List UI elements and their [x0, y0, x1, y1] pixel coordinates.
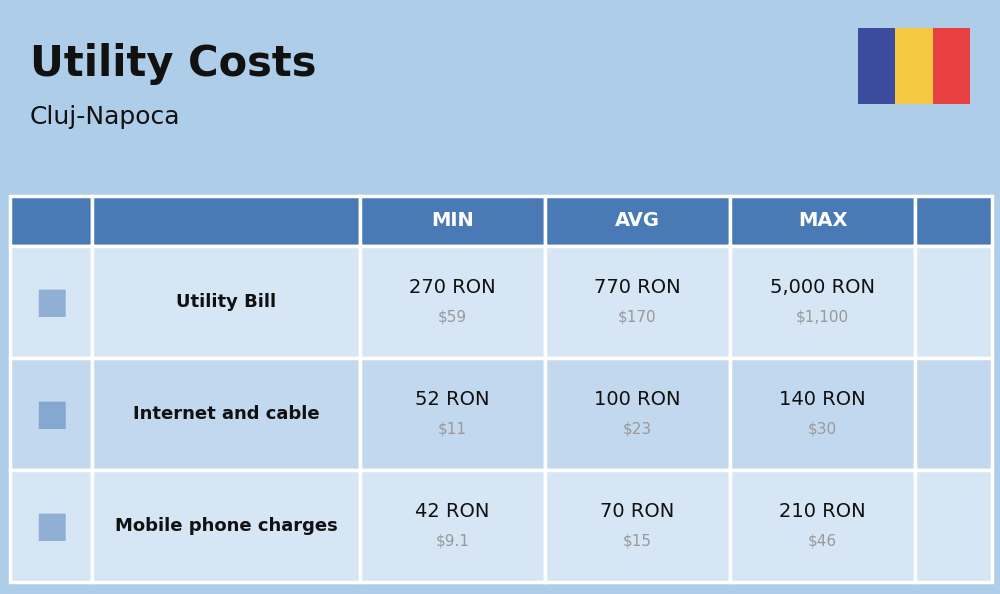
Bar — [933, 28, 970, 104]
Text: Utility Costs: Utility Costs — [30, 43, 316, 85]
Text: 770 RON: 770 RON — [594, 278, 681, 297]
Text: $11: $11 — [438, 421, 467, 436]
Bar — [545, 196, 730, 246]
Text: $9.1: $9.1 — [436, 533, 470, 548]
Bar — [915, 470, 992, 582]
Text: ◼: ◼ — [34, 281, 68, 323]
Text: Utility Bill: Utility Bill — [176, 293, 276, 311]
Bar — [360, 196, 545, 246]
Bar — [360, 246, 545, 358]
Bar — [92, 246, 360, 358]
Bar — [360, 470, 545, 582]
Text: Mobile phone charges: Mobile phone charges — [115, 517, 337, 535]
Text: Internet and cable: Internet and cable — [133, 405, 319, 423]
Bar — [360, 358, 545, 470]
Text: MIN: MIN — [431, 211, 474, 230]
Text: 270 RON: 270 RON — [409, 278, 496, 297]
Text: $46: $46 — [808, 533, 837, 548]
Text: 100 RON: 100 RON — [594, 390, 681, 409]
Text: $23: $23 — [623, 421, 652, 436]
Bar — [858, 28, 895, 104]
Bar — [730, 358, 915, 470]
Bar — [10, 470, 92, 582]
Text: Cluj-Napoca: Cluj-Napoca — [30, 105, 180, 129]
Bar — [92, 196, 360, 246]
Text: MAX: MAX — [798, 211, 847, 230]
Bar — [895, 28, 933, 104]
Text: $59: $59 — [438, 309, 467, 324]
Bar — [545, 246, 730, 358]
Bar — [92, 470, 360, 582]
Bar — [915, 196, 992, 246]
Text: $170: $170 — [618, 309, 657, 324]
Bar — [92, 358, 360, 470]
Bar — [545, 470, 730, 582]
Text: $15: $15 — [623, 533, 652, 548]
Bar — [10, 358, 92, 470]
Text: 140 RON: 140 RON — [779, 390, 866, 409]
Bar — [915, 358, 992, 470]
Text: ◼: ◼ — [34, 393, 68, 435]
Text: $30: $30 — [808, 421, 837, 436]
Bar — [10, 196, 92, 246]
Bar — [545, 358, 730, 470]
Text: $1,100: $1,100 — [796, 309, 849, 324]
Text: 70 RON: 70 RON — [600, 502, 675, 521]
Bar — [915, 246, 992, 358]
Text: 42 RON: 42 RON — [415, 502, 490, 521]
Text: 52 RON: 52 RON — [415, 390, 490, 409]
Bar — [730, 470, 915, 582]
Text: 5,000 RON: 5,000 RON — [770, 278, 875, 297]
Bar — [10, 246, 92, 358]
Bar — [730, 246, 915, 358]
Bar — [730, 196, 915, 246]
Text: AVG: AVG — [615, 211, 660, 230]
Text: 210 RON: 210 RON — [779, 502, 866, 521]
Text: ◼: ◼ — [34, 505, 68, 547]
